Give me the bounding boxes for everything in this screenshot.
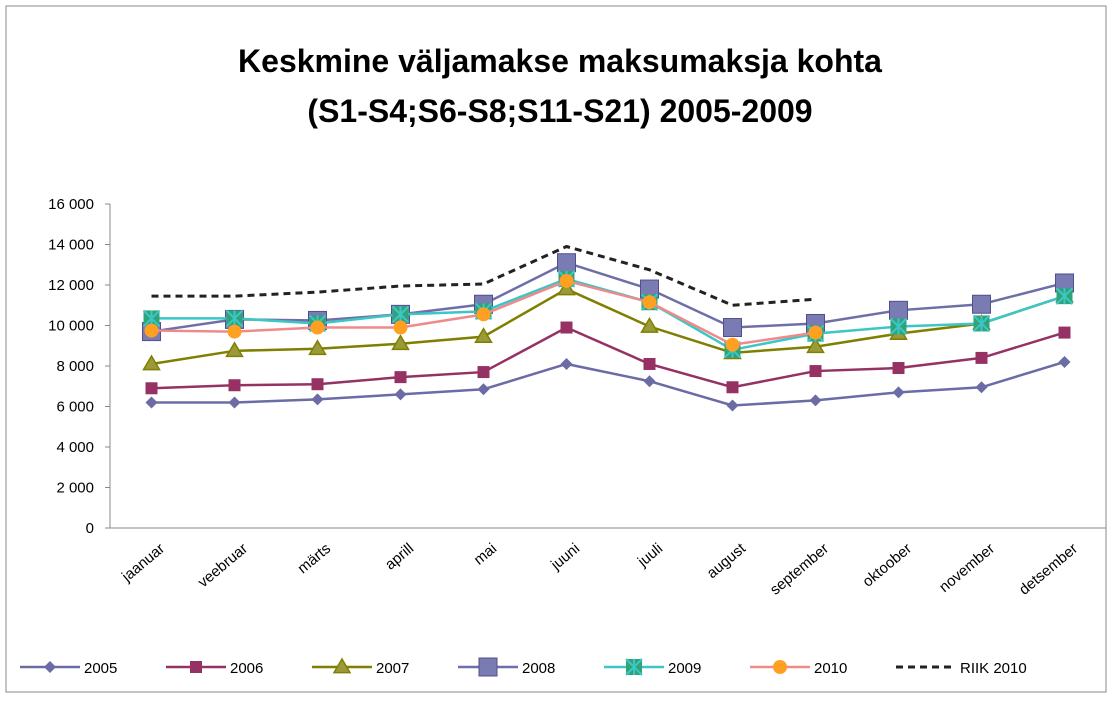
marker <box>142 309 161 328</box>
marker <box>311 378 324 391</box>
marker <box>726 381 739 394</box>
marker <box>892 386 905 399</box>
series-line <box>151 326 1065 390</box>
marker <box>560 321 573 334</box>
series-line <box>151 261 1065 333</box>
marker <box>559 273 574 288</box>
marker <box>892 362 905 375</box>
y-tick-label: 6 000 <box>56 399 94 416</box>
y-tick-label: 12 000 <box>48 277 94 294</box>
legend-label: RIIK 2010 <box>960 660 1027 677</box>
y-tick-label: 10 000 <box>48 318 94 335</box>
marker <box>557 253 576 273</box>
marker <box>642 295 657 310</box>
marker <box>310 320 325 335</box>
legend-marker <box>332 657 352 674</box>
marker <box>1055 287 1074 305</box>
marker <box>808 325 823 340</box>
marker <box>643 375 656 388</box>
marker-part <box>625 658 643 676</box>
legend-label: 2008 <box>522 660 555 677</box>
marker <box>640 317 659 333</box>
marker <box>393 320 408 335</box>
marker <box>809 365 822 378</box>
marker <box>809 394 822 407</box>
marker <box>723 318 742 338</box>
series-line <box>151 360 1065 407</box>
marker <box>394 388 407 401</box>
legend-label: 2007 <box>376 660 409 677</box>
marker <box>228 396 241 409</box>
marker <box>972 294 991 314</box>
y-tick-label: 2 000 <box>56 480 94 497</box>
marker <box>391 305 410 324</box>
marker <box>142 354 161 371</box>
marker <box>308 339 327 356</box>
legend-marker <box>773 660 787 674</box>
legend-label: 2006 <box>230 660 263 677</box>
marker <box>476 307 491 322</box>
legend-label: 2009 <box>668 660 701 677</box>
legend-marker <box>625 658 643 676</box>
marker <box>1058 355 1071 368</box>
marker-part <box>889 317 908 336</box>
marker <box>1058 326 1071 339</box>
legend-label: 2010 <box>814 660 847 677</box>
marker-part <box>1055 287 1074 305</box>
marker <box>477 366 490 379</box>
legend-label: 2005 <box>84 660 117 677</box>
marker <box>889 317 908 336</box>
legend-marker <box>44 661 56 673</box>
series-line <box>151 244 816 307</box>
y-tick-label: 16 000 <box>48 196 94 213</box>
marker <box>145 382 158 395</box>
chart-title: (S1-S4;S6-S8;S11-S21) 2005-2009 <box>307 93 812 129</box>
y-tick-label: 8 000 <box>56 358 94 375</box>
marker <box>227 324 242 339</box>
marker <box>391 334 410 351</box>
legend-marker <box>478 657 498 677</box>
marker <box>228 379 241 392</box>
marker <box>975 351 988 364</box>
y-tick-label: 4 000 <box>56 439 94 456</box>
marker <box>477 383 490 396</box>
marker-part <box>972 314 991 333</box>
y-tick-label: 0 <box>86 520 94 537</box>
marker <box>474 327 493 343</box>
marker <box>311 393 324 406</box>
series-line <box>151 287 1065 366</box>
marker <box>972 314 991 333</box>
marker <box>560 357 573 370</box>
marker <box>394 371 407 384</box>
marker-part <box>391 305 410 324</box>
marker-part <box>225 309 244 328</box>
marker <box>725 337 740 352</box>
marker <box>975 381 988 394</box>
marker <box>225 309 244 328</box>
marker <box>889 300 908 320</box>
chart-border <box>5 5 1107 693</box>
marker <box>806 337 825 354</box>
y-tick-label: 14 000 <box>48 237 94 254</box>
marker <box>643 357 656 370</box>
marker <box>225 341 244 358</box>
marker <box>726 399 739 412</box>
marker <box>144 323 159 338</box>
chart-title: Keskmine väljamakse maksumaksja kohta <box>238 43 882 79</box>
marker <box>145 396 158 409</box>
legend-marker <box>190 661 202 673</box>
